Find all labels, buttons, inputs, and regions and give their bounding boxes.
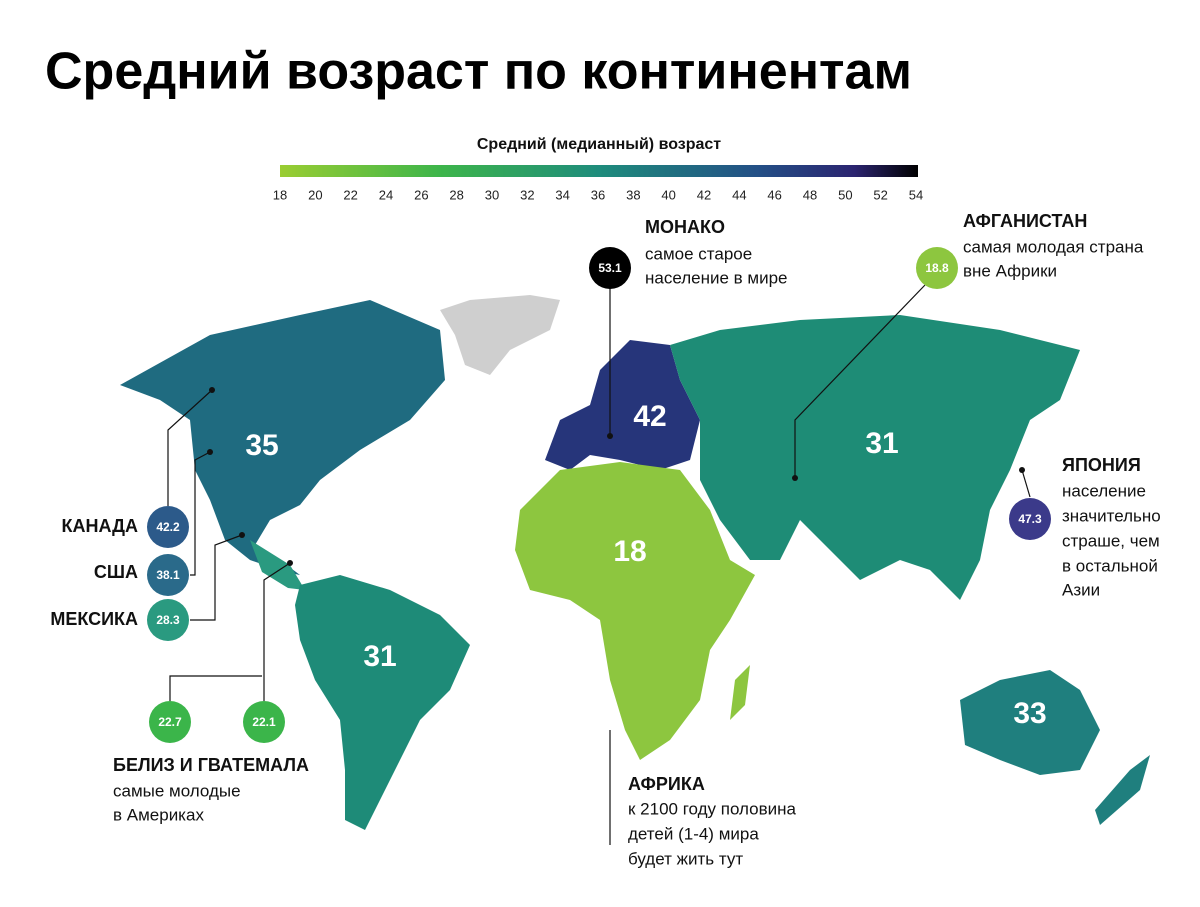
value: 22.1	[252, 715, 276, 729]
legend-tick-label: 20	[308, 187, 322, 202]
legend-tick-label: 28	[449, 187, 463, 202]
continent-value: 31	[363, 640, 396, 673]
legend-tick-label: 18	[273, 187, 287, 202]
south-america	[295, 575, 470, 830]
value: 38.1	[156, 568, 180, 582]
callout-text: в остальной	[1062, 556, 1158, 575]
legend-tick-label: 34	[555, 187, 569, 202]
callout-text: детей (1-4) мира	[628, 824, 759, 843]
madagascar	[730, 665, 750, 720]
legend-tick-label: 36	[591, 187, 605, 202]
callout-text: страше, чем	[1062, 531, 1160, 550]
value: 28.3	[156, 613, 180, 627]
callout-title: МЕКСИКА	[50, 609, 138, 629]
callout-text: самая молодая страна	[963, 237, 1144, 256]
legend-tick-label: 46	[767, 187, 781, 202]
map	[120, 295, 1150, 830]
callout-text: население в мире	[645, 268, 788, 287]
legend-tick-label: 42	[697, 187, 711, 202]
callout-title: ЯПОНИЯ	[1062, 455, 1141, 475]
value: 18.8	[925, 261, 949, 275]
legend-tick-label: 22	[343, 187, 357, 202]
value-badge	[1009, 498, 1051, 540]
title: Средний возраст по континентам	[45, 43, 912, 101]
australia	[960, 670, 1100, 775]
callout-text: вне Африки	[963, 261, 1057, 280]
callout-text: самое старое	[645, 244, 752, 263]
callout-title: МОНАКО	[645, 217, 725, 237]
legend-tick-label: 38	[626, 187, 640, 202]
value-badge	[589, 247, 631, 289]
value: 53.1	[598, 261, 622, 275]
europe	[545, 340, 700, 470]
callout-text: будет жить тут	[628, 849, 743, 868]
legend-tick-label: 32	[520, 187, 534, 202]
callout-text: к 2100 году половина	[628, 799, 797, 818]
greenland	[440, 295, 560, 375]
north-america	[120, 300, 445, 575]
callout-title: АФРИКА	[628, 774, 705, 794]
connectors	[167, 284, 1031, 845]
asia	[670, 315, 1080, 600]
legend-tick-label: 40	[661, 187, 675, 202]
callout-text: в Америках	[113, 805, 204, 824]
legend-tick-label: 24	[379, 187, 393, 202]
central-america	[250, 540, 305, 590]
callout-title: БЕЛИЗ И ГВАТЕМАЛА	[113, 755, 309, 775]
value-badge	[147, 554, 189, 596]
legend-tick-label: 26	[414, 187, 428, 202]
new-zealand	[1095, 755, 1150, 825]
callout-title: АФГАНИСТАН	[963, 211, 1087, 231]
callout-text: самые молодые	[113, 781, 241, 800]
legend-title: Средний (медианный) возраст	[477, 136, 721, 153]
callout-text: значительно	[1062, 506, 1161, 525]
continent-value: 31	[865, 427, 898, 460]
africa	[515, 462, 755, 760]
continent-value: 33	[1013, 697, 1046, 730]
callout-text: население	[1062, 481, 1146, 500]
continent-value: 35	[245, 429, 278, 462]
legend-bar	[280, 165, 918, 177]
value-badge	[147, 599, 189, 641]
legend-tick-label: 44	[732, 187, 746, 202]
value: 22.7	[158, 715, 182, 729]
value: 47.3	[1018, 512, 1042, 526]
value-badge	[916, 247, 958, 289]
legend-ticks: 18 20 22 24 26 28 30 32 34 36 38 40 42 44 46 48 50 52 54	[273, 187, 923, 202]
continent-value: 42	[633, 400, 666, 433]
value: 42.2	[156, 520, 180, 534]
value-badge	[243, 701, 285, 743]
value-badge	[149, 701, 191, 743]
callout-title: КАНАДА	[62, 516, 138, 536]
continent-value: 18	[613, 535, 646, 568]
legend-tick-label: 52	[873, 187, 887, 202]
legend-tick-label: 30	[485, 187, 499, 202]
legend-tick-label: 54	[909, 187, 923, 202]
legend-tick-label: 48	[803, 187, 817, 202]
legend-tick-label: 50	[838, 187, 852, 202]
callout-title: США	[94, 562, 138, 582]
value-badge	[147, 506, 189, 548]
callout-text: Азии	[1062, 580, 1100, 599]
